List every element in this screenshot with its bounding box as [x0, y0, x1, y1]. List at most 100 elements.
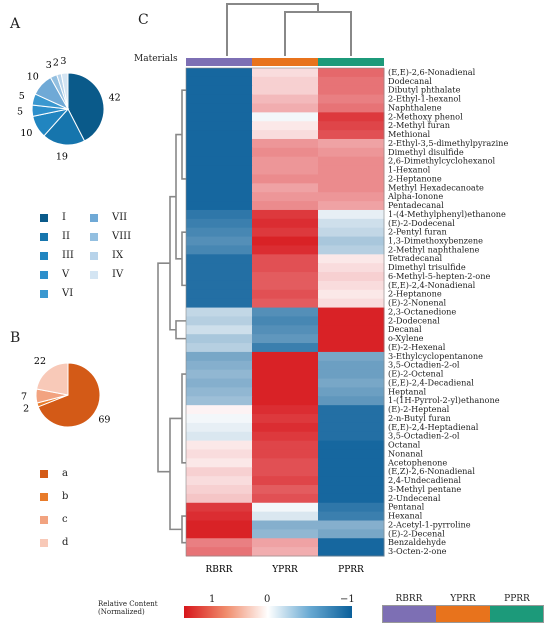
heatmap-cell [252, 485, 319, 495]
heatmap-cell [186, 325, 253, 335]
materials-legend-item-PPRR: PPRR [490, 594, 544, 624]
materials-legend-label: PPRR [504, 594, 530, 604]
heatmap-cell [318, 485, 385, 495]
heatmap-cell [186, 547, 253, 557]
heatmap-cell [318, 68, 385, 78]
heatmap-cell [318, 112, 385, 122]
heatmap-cell [252, 94, 319, 104]
pie-b-value-label-d: 22 [34, 356, 46, 367]
pie-a-legend-swatch [40, 232, 48, 241]
pie-a-value-label-III: 10 [20, 128, 32, 139]
heatmap-row-label: Naphthalene [388, 102, 442, 112]
heatmap-row-label: Tetradecanal [388, 253, 442, 263]
materials-legend-swatch [490, 606, 544, 622]
heatmap-row-label: 3-Ethylcyclopentanone [388, 351, 483, 361]
heatmap-row-label: 3-Octen-2-one [388, 546, 447, 556]
heatmap-cell [318, 449, 385, 459]
heatmap-cell [186, 138, 253, 149]
pie-b-legend-label: d [62, 537, 69, 548]
heatmap-cell [318, 174, 385, 184]
heatmap-cell [252, 112, 319, 122]
heatmap-cell [186, 351, 253, 362]
materials-label: Materials [134, 54, 178, 64]
heatmap-column-label-YPRR: YPRR [271, 565, 298, 575]
heatmap-row-label: (E)-2-Hexenal [388, 342, 446, 352]
pie-b-value-label-a: 69 [98, 415, 110, 426]
heatmap-cell [252, 449, 319, 459]
heatmap-cell [186, 334, 253, 344]
heatmap-row-label: 2,3-Octanedione [388, 306, 456, 316]
heatmap-cell [318, 343, 385, 353]
materials-legend-frame [382, 605, 544, 623]
heatmap-column-label-RBRR: RBRR [206, 565, 233, 575]
pie-a-legend-swatch [90, 213, 98, 222]
heatmap-row-label: 1-Hexanol [388, 165, 431, 175]
heatmap-cell [186, 183, 253, 193]
heatmap-cell [186, 343, 253, 353]
heatmap-cell [318, 263, 385, 273]
heatmap-cell [252, 298, 319, 309]
heatmap-cell [252, 280, 319, 291]
heatmap-cell [252, 431, 319, 442]
heatmap-row-label: 2-Ethyl-3,5-dimethylpyrazine [388, 138, 508, 148]
heatmap-cell [186, 440, 253, 451]
heatmap-cell [186, 103, 253, 113]
colorbar-min-label: 1 [209, 594, 216, 605]
heatmap-row-label: 1-(1H-Pyrrol-2-yl)ethanone [388, 395, 500, 405]
heatmap-cell [318, 493, 385, 504]
heatmap-cell [252, 165, 319, 175]
heatmap-cell [318, 307, 385, 317]
pie-b-legend-swatch [40, 538, 48, 547]
pie-b-slice-d [35, 362, 69, 396]
heatmap-cell [186, 192, 253, 202]
pie-b-legend-item-a: a [40, 462, 90, 485]
heatmap-cell [186, 236, 253, 246]
heatmap-cell [252, 147, 319, 158]
heatmap-cell [186, 289, 253, 300]
heatmap-row-label: Decanal [388, 324, 422, 334]
heatmap-cell [186, 112, 253, 122]
materials-legend-label: YPRR [450, 594, 476, 604]
pie-a-legend-swatch [40, 251, 48, 260]
heatmap-cell [186, 254, 253, 264]
heatmap-cell [318, 245, 385, 255]
heatmap-cell [186, 458, 253, 468]
heatmap-cell [186, 76, 253, 87]
heatmap-cell [252, 511, 319, 522]
pie-a-value-label-VII: 10 [27, 71, 39, 82]
heatmap-cell [252, 422, 319, 433]
pie-a-legend-swatch [40, 270, 48, 279]
pie-a-legend-swatch [40, 213, 48, 222]
pie-a-slice-IV [60, 72, 69, 110]
heatmap-cell [186, 165, 253, 175]
heatmap-cell [318, 156, 385, 167]
pie-a-legend-label: V [62, 269, 70, 280]
heatmap-row-label: o-Xylene [388, 333, 424, 343]
heatmap-cell [318, 201, 385, 211]
heatmap-cell [252, 316, 319, 326]
pie-a-legend-label: II [62, 231, 70, 242]
materials-legend-item-RBRR: RBRR [382, 594, 436, 624]
heatmap-cell [186, 511, 253, 522]
heatmap-cell [318, 254, 385, 264]
material-strip-RBRR [186, 58, 252, 66]
pie-a-legend-item-II: II [40, 227, 90, 246]
heatmap-cell [252, 103, 319, 113]
heatmap-row-label: Dodecanal [388, 76, 432, 86]
heatmap-cell [186, 520, 253, 530]
heatmap-cell [318, 192, 385, 202]
heatmap-cell [252, 245, 319, 255]
pie-a-legend-label: VI [62, 288, 74, 299]
pie-a-value-label-VI: 5 [19, 91, 25, 102]
heatmap-cell [252, 440, 319, 451]
pie-a-slice-I [67, 72, 105, 142]
material-strip-PPRR [318, 58, 384, 66]
heatmap-row-label: Hexanal [388, 511, 423, 521]
heatmap-cell [318, 334, 385, 344]
heatmap-row-label: 2-Heptanone [388, 289, 442, 299]
heatmap-cell [252, 369, 319, 380]
heatmap-cell [318, 121, 385, 131]
pie-a-legend-label: III [62, 250, 74, 261]
heatmap-cell [318, 103, 385, 113]
